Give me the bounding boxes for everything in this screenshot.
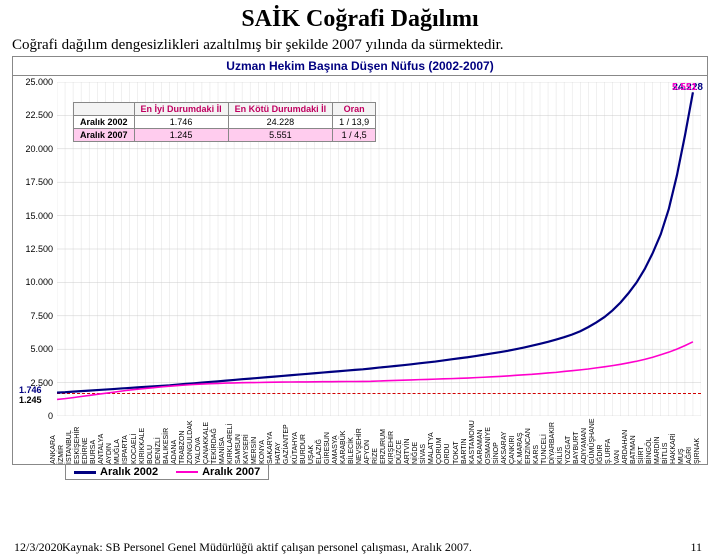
page-number: 11 bbox=[690, 540, 702, 555]
plot-box: 02.5005.0007.50010.00012.50015.00017.500… bbox=[12, 75, 708, 465]
chart-container: Uzman Hekim Başına Düşen Nüfus (2002-200… bbox=[12, 56, 708, 465]
chart-title: Uzman Hekim Başına Düşen Nüfus (2002-200… bbox=[12, 56, 708, 75]
footer-date: 12/3/2020 bbox=[14, 540, 63, 555]
subtitle: Coğrafi dağılım dengesizlikleri azaltılm… bbox=[12, 37, 708, 54]
x-axis-labels: ANKARAİZMİRİSTANBULESKİŞEHİREDİRNEBURSAA… bbox=[57, 418, 701, 464]
footer-source: Kaynak: SB Personel Genel Müdürlüğü akti… bbox=[62, 540, 472, 555]
series-end-label-2007: 5.551 bbox=[672, 82, 697, 93]
stats-table: En İyi Durumdaki İlEn Kötü Durumdaki İlO… bbox=[73, 102, 376, 142]
legend: Aralık 2002Aralık 2007 bbox=[65, 464, 269, 480]
y-axis-labels: 02.5005.0007.50010.00012.50015.00017.500… bbox=[13, 82, 55, 416]
ref-line-label: 1.746 bbox=[19, 385, 42, 395]
secondary-ref-label: 1.245 bbox=[19, 395, 42, 405]
page-title: SAİK Coğrafi Dağılımı bbox=[0, 6, 720, 33]
